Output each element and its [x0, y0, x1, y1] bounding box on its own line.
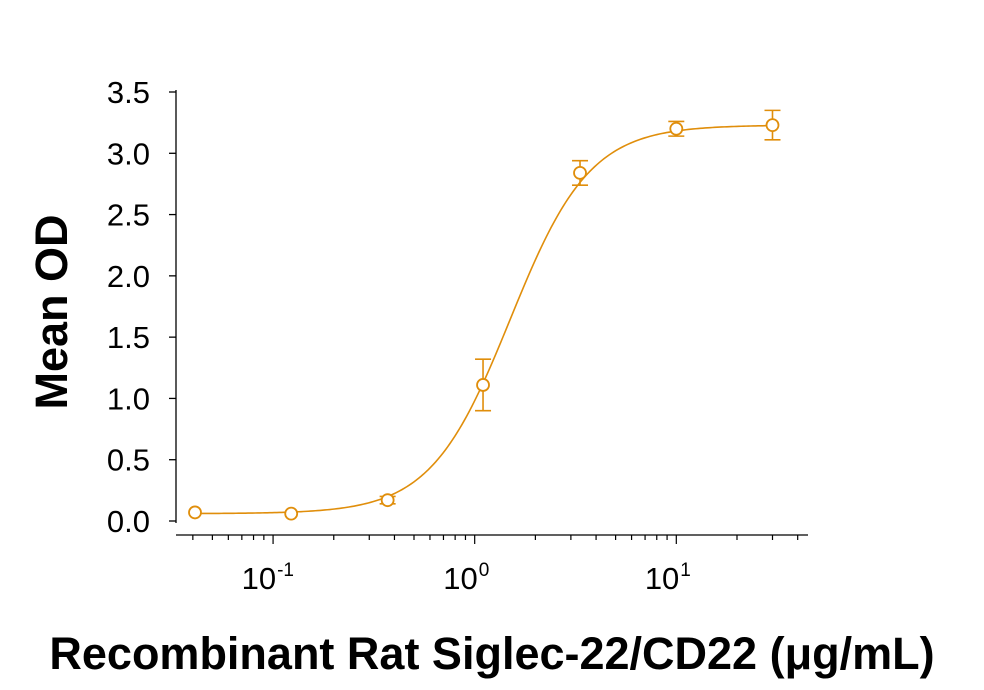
point-marker	[188, 505, 202, 520]
data-point	[572, 159, 589, 186]
data-point	[668, 120, 685, 137]
y-axis-title: Mean OD	[26, 214, 77, 409]
y-tick-label: 0.0	[107, 504, 150, 539]
data-point	[188, 505, 202, 520]
point-marker	[669, 121, 684, 136]
x-tick-label-exponent: 0	[479, 560, 490, 581]
point-marker	[573, 165, 587, 180]
y-tick-label: 0.5	[107, 443, 150, 478]
data-points-layer	[188, 109, 781, 521]
y-tick-label: 2.5	[107, 198, 150, 233]
data-point	[284, 506, 299, 521]
x-tick-label-base: 10	[443, 561, 477, 596]
point-marker	[765, 118, 780, 132]
fit-curve	[195, 124, 773, 515]
point-marker	[476, 378, 490, 392]
x-tick-label-exponent: 1	[680, 560, 691, 581]
x-axis-title: Recombinant Rat Siglec-22/CD22 (μg/mL)	[49, 628, 934, 679]
y-tick-label: 2.0	[107, 259, 150, 294]
point-marker	[284, 506, 299, 521]
y-tick-label: 3.0	[107, 136, 150, 171]
data-point	[475, 358, 492, 412]
fit-curve-layer	[195, 124, 773, 515]
data-point	[764, 109, 781, 141]
x-tick-label-exponent: -1	[277, 560, 294, 581]
y-tick-label: 1.5	[107, 320, 150, 355]
x-tick-label-base: 10	[242, 561, 276, 596]
y-tick-label: 1.0	[107, 381, 150, 416]
axes: 0.00.51.01.52.02.53.03.510 -1 10 0 10 1	[107, 75, 808, 596]
y-tick-label: 3.5	[107, 75, 150, 110]
point-marker	[380, 493, 395, 508]
x-tick-label-base: 10	[645, 561, 679, 596]
data-point	[379, 493, 396, 508]
